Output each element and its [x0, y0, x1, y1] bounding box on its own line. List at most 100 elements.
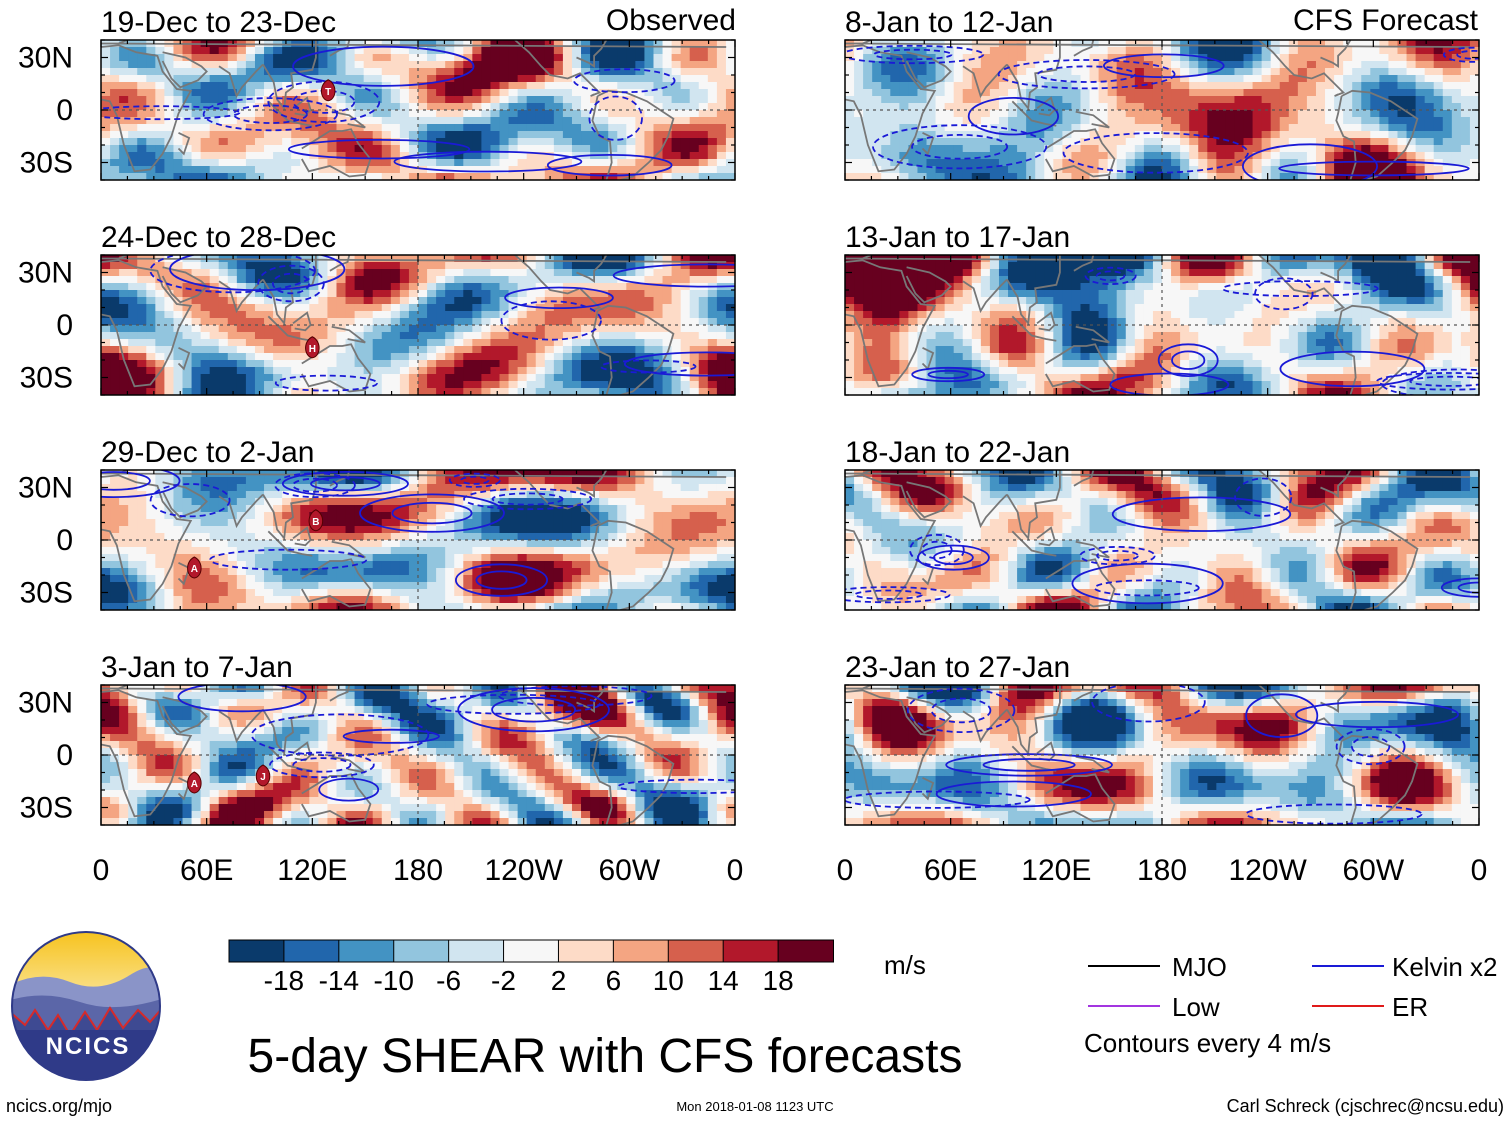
panel-title: 23-Jan to 27-Jan — [845, 651, 1070, 684]
colorbar-tick: -2 — [491, 965, 516, 996]
colorbar-segment — [613, 940, 668, 962]
shear-field: AJ — [101, 683, 776, 826]
y-tick-label: 30S — [20, 577, 73, 610]
shear-field — [827, 470, 1510, 611]
panel-7: 18-Jan to 22-Jan — [827, 436, 1510, 611]
panels-group: 19-Dec to 23-Dec T 30N 0 30S 24-Dec to 28-Dec… — [18, 6, 1510, 826]
storm-marker: T — [321, 80, 335, 101]
storm-label: A — [191, 564, 198, 575]
legend-mjo-label: MJO — [1172, 952, 1227, 982]
colorbar-tick: -6 — [436, 965, 461, 996]
colorbar: -18 -14 -10 -6 -2 2 6 10 14 18 — [229, 940, 834, 996]
storm-marker: B — [309, 510, 323, 531]
colorbar-segment — [394, 940, 449, 962]
legend-er-label: ER — [1392, 992, 1428, 1022]
x-axes: 0 60E 120E 180 120W 60W 0 0 60E 120E 180 120W 60W 0 — [93, 854, 1488, 887]
ncics-logo: NCICS — [10, 930, 165, 1085]
x-tick-label: 0 — [1471, 854, 1488, 887]
x-tick-label: 180 — [393, 854, 443, 887]
colorbar-tick: -10 — [373, 965, 413, 996]
colorbar-segment — [723, 940, 778, 962]
x-tick-label: 60E — [924, 854, 977, 887]
shear-field: T — [83, 40, 736, 181]
y-tick-label: 30N — [18, 687, 73, 720]
colorbar-tick: 18 — [763, 965, 794, 996]
shear-field — [845, 683, 1480, 826]
legend-kelvin-label: Kelvin x2 — [1392, 952, 1498, 982]
x-tick-label: 0 — [837, 854, 854, 887]
figure-title: 5-day SHEAR with CFS forecasts — [248, 1030, 963, 1083]
colorbar-segment — [668, 940, 723, 962]
footer-center: Mon 2018-01-08 1123 UTC — [676, 1099, 833, 1114]
colorbar-segment — [229, 940, 284, 962]
storm-label: B — [312, 517, 319, 528]
storm-marker: H — [306, 337, 320, 358]
shear-field — [842, 40, 1503, 188]
logo-text: NCICS — [46, 1033, 131, 1060]
panel-title: 19-Dec to 23-Dec — [101, 6, 336, 39]
y-tick-label: 0 — [56, 309, 73, 342]
x-tick-label: 120E — [277, 854, 347, 887]
panel-title: 18-Jan to 22-Jan — [845, 436, 1070, 469]
colorbar-segment — [284, 940, 339, 962]
colorbar-tick: 6 — [606, 965, 622, 996]
footer-right: Carl Schreck (cjschrec@ncsu.edu) — [1227, 1096, 1504, 1116]
x-tick-label: 60E — [180, 854, 233, 887]
x-tick-label: 180 — [1137, 854, 1187, 887]
legend: MJO Kelvin x2 Low ER Contours every 4 m/… — [1084, 952, 1498, 1058]
colorbar-segment — [504, 940, 559, 962]
shear-field: H — [101, 248, 801, 396]
panel-title: 29-Dec to 2-Jan — [101, 436, 314, 469]
storm-marker: A — [188, 557, 202, 578]
y-tick-label: 30N — [18, 472, 73, 505]
forecast-label: CFS Forecast — [1293, 4, 1479, 37]
colorbar-tick: 2 — [551, 965, 567, 996]
footer-left: ncics.org/mjo — [6, 1096, 112, 1116]
x-tick-label: 0 — [727, 854, 744, 887]
x-tick-label: 120W — [1228, 854, 1307, 887]
y-tick-label: 30S — [20, 147, 73, 180]
panel-8: 23-Jan to 27-Jan — [845, 651, 1480, 826]
y-tick-label: 0 — [56, 524, 73, 557]
colorbar-segment — [339, 940, 394, 962]
storm-label: T — [325, 87, 331, 98]
x-tick-label: 120W — [484, 854, 563, 887]
storm-marker: A — [188, 772, 202, 793]
storm-marker: J — [256, 765, 270, 786]
y-tick-label: 30S — [20, 362, 73, 395]
y-tick-label: 30S — [20, 792, 73, 825]
colorbar-tick: 10 — [653, 965, 684, 996]
x-tick-label: 60W — [598, 854, 660, 887]
panel-title: 3-Jan to 7-Jan — [101, 651, 293, 684]
colorbar-tick: -14 — [319, 965, 359, 996]
shear-field: BA — [48, 465, 736, 611]
units-label: m/s — [884, 950, 926, 980]
x-tick-label: 0 — [93, 854, 110, 887]
y-tick-label: 30N — [18, 42, 73, 75]
y-tick-label: 0 — [56, 739, 73, 772]
x-tick-label: 120E — [1021, 854, 1091, 887]
storm-label: J — [260, 772, 266, 783]
storm-label: H — [309, 344, 316, 355]
observed-label: Observed — [606, 4, 736, 37]
panel-title: 8-Jan to 12-Jan — [845, 6, 1053, 39]
legend-low-label: Low — [1172, 992, 1220, 1022]
contour-note: Contours every 4 m/s — [1084, 1028, 1331, 1058]
storm-label: A — [191, 779, 198, 790]
panel-title: 13-Jan to 17-Jan — [845, 221, 1070, 254]
colorbar-segment — [558, 940, 613, 962]
x-tick-label: 60W — [1342, 854, 1404, 887]
colorbar-segment — [778, 940, 833, 962]
colorbar-segment — [449, 940, 504, 962]
y-tick-label: 0 — [56, 94, 73, 127]
shear-field — [845, 255, 1510, 398]
colorbar-tick: 14 — [708, 965, 739, 996]
colorbar-tick: -18 — [264, 965, 304, 996]
panel-6: 13-Jan to 17-Jan — [845, 221, 1510, 398]
panel-title: 24-Dec to 28-Dec — [101, 221, 336, 254]
